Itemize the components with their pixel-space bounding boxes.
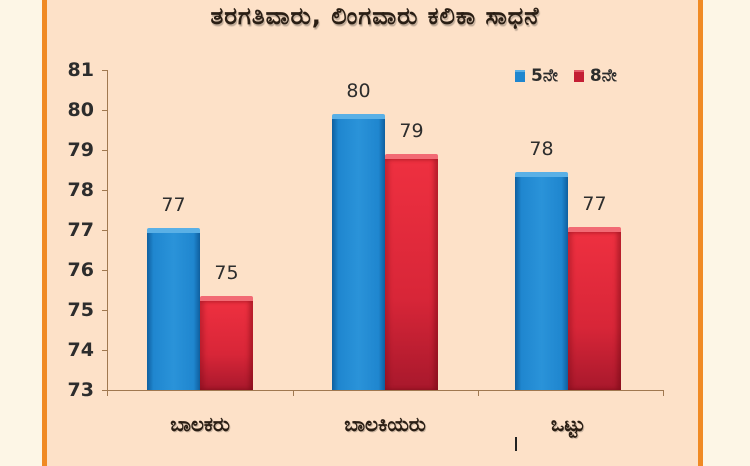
y-tick-label: 81 xyxy=(67,59,94,81)
legend-swatch-blue xyxy=(515,70,525,82)
legend-label: 8ನೇ xyxy=(589,66,617,86)
x-tick xyxy=(293,390,294,396)
legend: 5ನೇ 8ನೇ xyxy=(515,66,617,86)
bar-grade5 xyxy=(332,114,385,390)
bar-grade5 xyxy=(515,172,568,390)
y-tick xyxy=(102,350,108,351)
y-tick-label: 73 xyxy=(67,379,94,401)
y-tick xyxy=(102,70,108,71)
y-tick-label: 80 xyxy=(67,99,94,121)
y-tick-label: 75 xyxy=(67,299,94,321)
x-tick xyxy=(107,390,108,396)
y-tick xyxy=(102,150,108,151)
value-label: 77 xyxy=(582,192,607,215)
bar-grade8 xyxy=(385,154,438,390)
y-tick xyxy=(102,390,108,391)
legend-item-grade8: 8ನೇ xyxy=(573,66,617,86)
y-tick-label: 79 xyxy=(67,139,94,161)
y-tick-label: 76 xyxy=(67,259,94,281)
y-tick-label: 77 xyxy=(67,219,94,241)
bar-grade8 xyxy=(568,226,621,390)
x-tick xyxy=(478,390,479,396)
y-tick-label: 74 xyxy=(67,339,94,361)
y-tick xyxy=(102,190,108,191)
x-axis xyxy=(107,390,664,391)
y-tick-label: 78 xyxy=(67,179,94,201)
category-label: ಬಾಲಕರು xyxy=(170,412,230,436)
value-label: 75 xyxy=(214,262,239,284)
y-tick xyxy=(102,110,108,111)
legend-swatch-red xyxy=(573,70,584,82)
plot-area: 5ನೇ 8ನೇ 81 80 79 78 77 76 75 74 73 77 75 ಬಾಲಕರು 80 79… xyxy=(67,59,664,451)
y-tick xyxy=(102,270,108,271)
y-tick xyxy=(102,230,108,231)
chart-title: ತರಗತಿವಾರು, ಲಿಂಗವಾರು ಕಲಿಕಾ ಸಾಧನೆ xyxy=(210,2,540,30)
text-cursor-mark xyxy=(515,437,517,451)
legend-label: 5ನೇ xyxy=(531,66,558,86)
legend-item-grade5: 5ನೇ xyxy=(515,66,558,86)
value-label: 79 xyxy=(399,120,424,142)
x-tick xyxy=(663,390,664,396)
bar-grade8 xyxy=(200,296,253,390)
bar-grade5 xyxy=(147,228,200,390)
y-tick xyxy=(102,310,108,311)
category-label: ಬಾಲಕಿಯರು xyxy=(344,412,426,436)
value-label: 78 xyxy=(529,138,554,160)
category-label: ಒಟ್ಟು xyxy=(550,412,586,436)
value-label: 80 xyxy=(346,80,371,102)
value-label: 77 xyxy=(161,194,186,216)
